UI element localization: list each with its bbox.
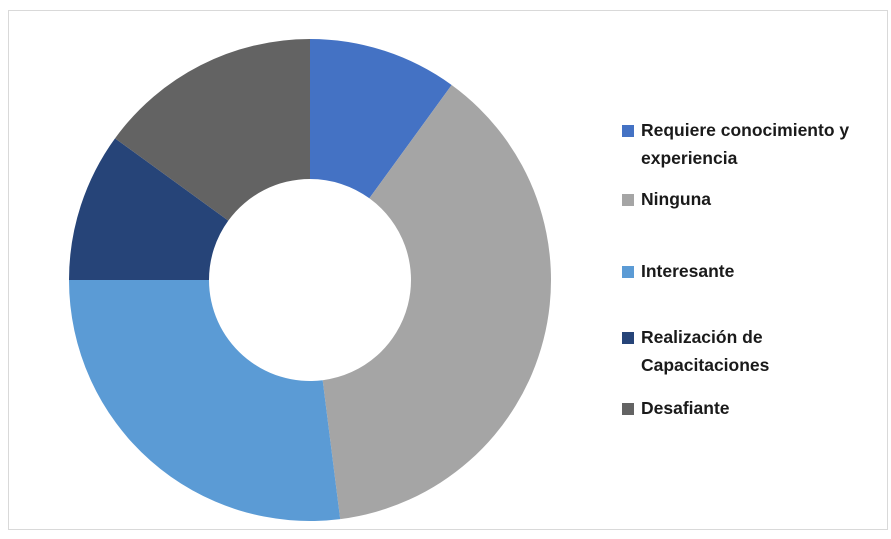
legend-label: Interesante — [641, 261, 735, 281]
legend-swatch — [622, 332, 634, 344]
donut-slice-3 — [69, 280, 341, 521]
legend-label: Realización de Capacitaciones — [641, 327, 770, 375]
legend-swatch — [622, 266, 634, 278]
donut-slice-5 — [115, 38, 310, 221]
legend-swatch — [622, 194, 634, 206]
legend-item-desafiante: Desafiante — [622, 398, 730, 422]
donut-slice-1 — [310, 39, 452, 199]
donut-slice-2 — [322, 85, 552, 520]
legend-swatch — [622, 403, 634, 415]
legend-item-realizacion: Realización de Capacitaciones — [622, 327, 791, 379]
legend-label: Ninguna — [641, 189, 711, 209]
legend-item-interesante: Interesante — [622, 261, 734, 285]
legend-label: Desafiante — [641, 398, 730, 418]
legend-label: Requiere conocimiento y experiencia — [641, 120, 850, 168]
legend-swatch — [622, 125, 634, 137]
legend-item-requiere: Requiere conocimiento y experiencia — [622, 120, 881, 172]
legend: Requiere conocimiento y experiencia Ning… — [622, 0, 887, 539]
legend-item-ninguna: Ninguna — [622, 189, 711, 213]
donut-slice-4 — [69, 138, 229, 280]
